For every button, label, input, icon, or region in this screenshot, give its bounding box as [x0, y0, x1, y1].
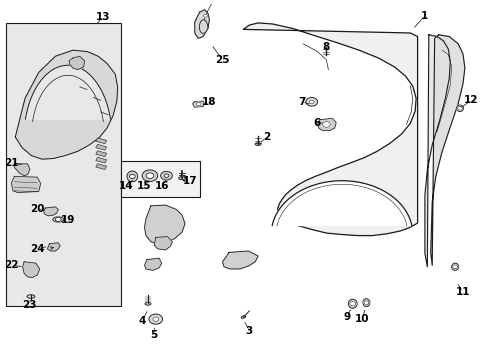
Circle shape [163, 174, 168, 177]
Circle shape [203, 14, 207, 17]
Text: 20: 20 [30, 204, 44, 215]
Ellipse shape [456, 105, 463, 112]
Bar [96, 151, 106, 157]
Bar [5, 23, 121, 306]
Text: 8: 8 [322, 42, 329, 52]
Text: 9: 9 [343, 312, 350, 322]
Circle shape [160, 171, 172, 180]
Polygon shape [47, 243, 60, 251]
Text: 24: 24 [30, 244, 44, 254]
Text: 23: 23 [21, 300, 36, 310]
Polygon shape [25, 65, 110, 119]
Polygon shape [222, 251, 258, 269]
Polygon shape [11, 176, 41, 193]
Circle shape [149, 314, 162, 324]
Polygon shape [69, 56, 84, 69]
Text: 7: 7 [298, 97, 305, 107]
Bar [121, 161, 199, 197]
Ellipse shape [241, 316, 245, 318]
Ellipse shape [451, 263, 458, 270]
Bar [96, 138, 106, 144]
Text: 1: 1 [421, 11, 427, 21]
Text: 10: 10 [354, 314, 369, 324]
Circle shape [196, 102, 201, 106]
Text: 3: 3 [245, 325, 252, 336]
Text: 5: 5 [150, 330, 158, 340]
Text: 13: 13 [96, 12, 110, 22]
Text: 16: 16 [154, 181, 168, 192]
Polygon shape [15, 50, 118, 159]
Circle shape [452, 265, 457, 269]
Circle shape [457, 107, 462, 110]
Ellipse shape [362, 299, 369, 307]
Ellipse shape [145, 302, 151, 305]
Ellipse shape [127, 171, 138, 182]
Text: 21: 21 [4, 158, 19, 168]
Circle shape [146, 173, 154, 179]
Polygon shape [243, 23, 417, 235]
Ellipse shape [347, 299, 356, 308]
Bar [96, 144, 106, 150]
Polygon shape [317, 118, 335, 131]
Polygon shape [154, 237, 172, 250]
Bar [96, 157, 106, 163]
Circle shape [349, 302, 355, 306]
Text: 19: 19 [61, 215, 75, 225]
Polygon shape [194, 10, 209, 39]
Bar [96, 164, 106, 170]
Ellipse shape [255, 143, 261, 145]
Circle shape [153, 317, 158, 321]
Ellipse shape [53, 217, 63, 222]
Circle shape [363, 301, 368, 305]
Text: 2: 2 [262, 132, 269, 142]
Text: 17: 17 [182, 176, 197, 186]
Circle shape [309, 100, 314, 104]
Text: 12: 12 [463, 95, 478, 105]
Circle shape [142, 170, 158, 181]
Polygon shape [192, 101, 204, 107]
Circle shape [129, 174, 135, 179]
Text: 6: 6 [312, 118, 320, 128]
Polygon shape [144, 258, 161, 270]
Polygon shape [144, 205, 184, 244]
Text: 11: 11 [455, 287, 469, 297]
Polygon shape [22, 262, 40, 278]
Text: 14: 14 [119, 181, 134, 192]
Circle shape [322, 122, 330, 127]
Text: 18: 18 [202, 97, 216, 107]
Circle shape [305, 98, 317, 106]
Circle shape [55, 217, 61, 222]
Polygon shape [43, 207, 58, 216]
Text: 22: 22 [4, 260, 19, 270]
Text: 15: 15 [137, 181, 151, 192]
Polygon shape [272, 181, 411, 225]
Polygon shape [430, 35, 464, 265]
Text: 25: 25 [215, 55, 229, 65]
Polygon shape [14, 164, 30, 176]
Ellipse shape [178, 177, 185, 180]
Ellipse shape [27, 295, 35, 298]
Text: 4: 4 [138, 316, 145, 325]
Polygon shape [424, 35, 449, 267]
